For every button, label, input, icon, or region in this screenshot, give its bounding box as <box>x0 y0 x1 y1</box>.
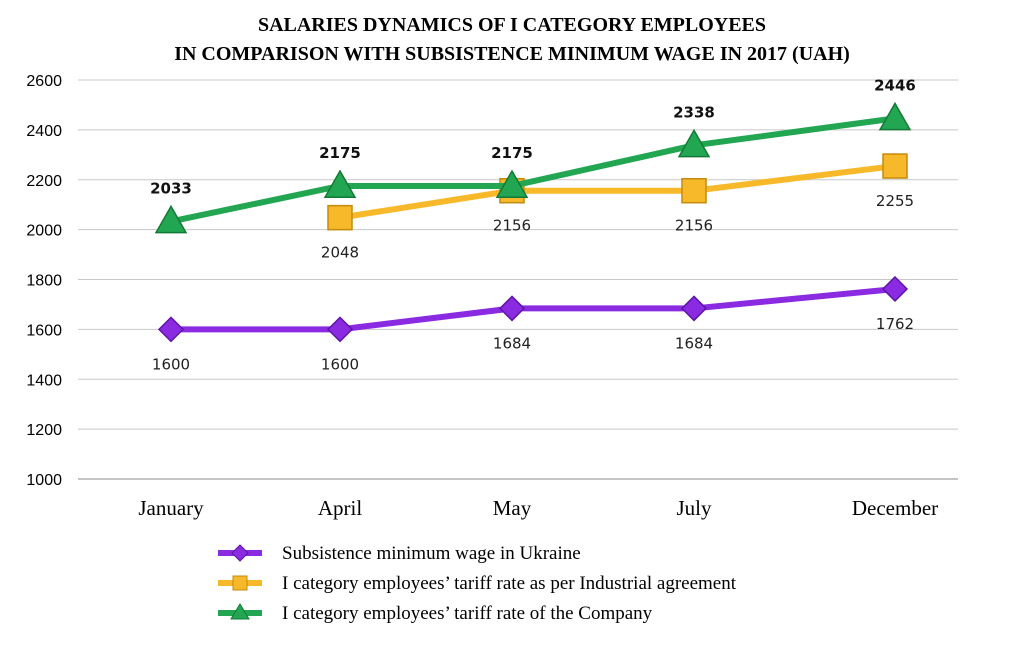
chart-title-line-1: SALARIES DYNAMICS OF I CATEGORY EMPLOYEE… <box>258 14 766 36</box>
data-point-triangle <box>323 169 357 198</box>
series-lines <box>154 101 912 343</box>
data-point-diamond <box>498 295 526 322</box>
gridlines <box>78 79 958 480</box>
data-label: 1762 <box>876 315 914 333</box>
series-line-3 <box>170 115 896 225</box>
data-point-triangle <box>154 204 188 234</box>
data-point-triangle <box>878 101 912 131</box>
data-label: 2255 <box>876 192 914 210</box>
data-point-square <box>882 153 908 179</box>
data-point-diamond <box>157 316 185 343</box>
x-category-label: April <box>318 496 362 520</box>
y-tick-label: 2400 <box>26 123 62 140</box>
x-category-label: January <box>138 496 204 520</box>
data-point-triangle <box>495 169 529 198</box>
chart-title-line-2: IN COMPARISON WITH SUBSISTENCE MINIMUM W… <box>174 43 850 65</box>
x-axis-categories: January April May July December <box>138 496 938 520</box>
y-tick-label: 1400 <box>26 372 62 389</box>
y-tick-label: 2200 <box>26 173 62 190</box>
y-axis-ticks: 1000 1200 1400 1600 1800 2000 2200 2400 2600 <box>26 73 62 489</box>
legend-marker-square <box>232 575 248 591</box>
data-point-triangle <box>677 128 711 158</box>
y-tick-label: 1200 <box>26 422 62 439</box>
y-tick-label: 1600 <box>26 322 62 339</box>
y-tick-label: 2600 <box>26 73 62 90</box>
series-line-1 <box>171 285 896 333</box>
x-category-label: July <box>676 496 712 520</box>
data-label: 2156 <box>493 217 531 235</box>
legend-marker-triangle <box>230 603 250 620</box>
data-label: 1600 <box>321 355 359 373</box>
data-label: 2338 <box>673 103 715 121</box>
data-label: 2175 <box>491 144 533 162</box>
series-line-2 <box>339 163 896 221</box>
legend: Subsistence minimum wage in Ukraine I cat… <box>218 543 737 624</box>
y-tick-label: 1800 <box>26 273 62 290</box>
data-point-diamond <box>326 316 354 343</box>
data-label: 1684 <box>675 334 713 352</box>
x-category-label: December <box>852 496 938 520</box>
data-point-diamond <box>881 275 909 303</box>
data-label: 2175 <box>319 144 361 162</box>
data-labels: 1600 1600 1684 1684 1762 2048 2156 2156 2255 2033… <box>150 76 916 373</box>
data-point-square <box>327 204 353 231</box>
x-category-label: May <box>493 496 532 520</box>
data-label: 2048 <box>321 244 359 262</box>
legend-label: Subsistence minimum wage in Ukraine <box>282 543 581 564</box>
legend-label: I category employees’ tariff rate of the… <box>282 603 653 624</box>
y-tick-label: 2000 <box>26 223 62 240</box>
y-tick-label: 1000 <box>26 472 62 489</box>
legend-marker-diamond <box>231 544 249 562</box>
data-label: 1684 <box>493 334 531 352</box>
data-label: 2033 <box>150 179 192 197</box>
data-point-diamond <box>680 295 708 322</box>
data-label: 2446 <box>874 76 916 94</box>
data-point-square <box>681 177 707 204</box>
chart-title: SALARIES DYNAMICS OF I CATEGORY EMPLOYEE… <box>174 14 850 65</box>
data-label: 2156 <box>675 217 713 235</box>
legend-label: I category employees’ tariff rate as per… <box>282 573 737 594</box>
data-label: 1600 <box>152 355 190 373</box>
